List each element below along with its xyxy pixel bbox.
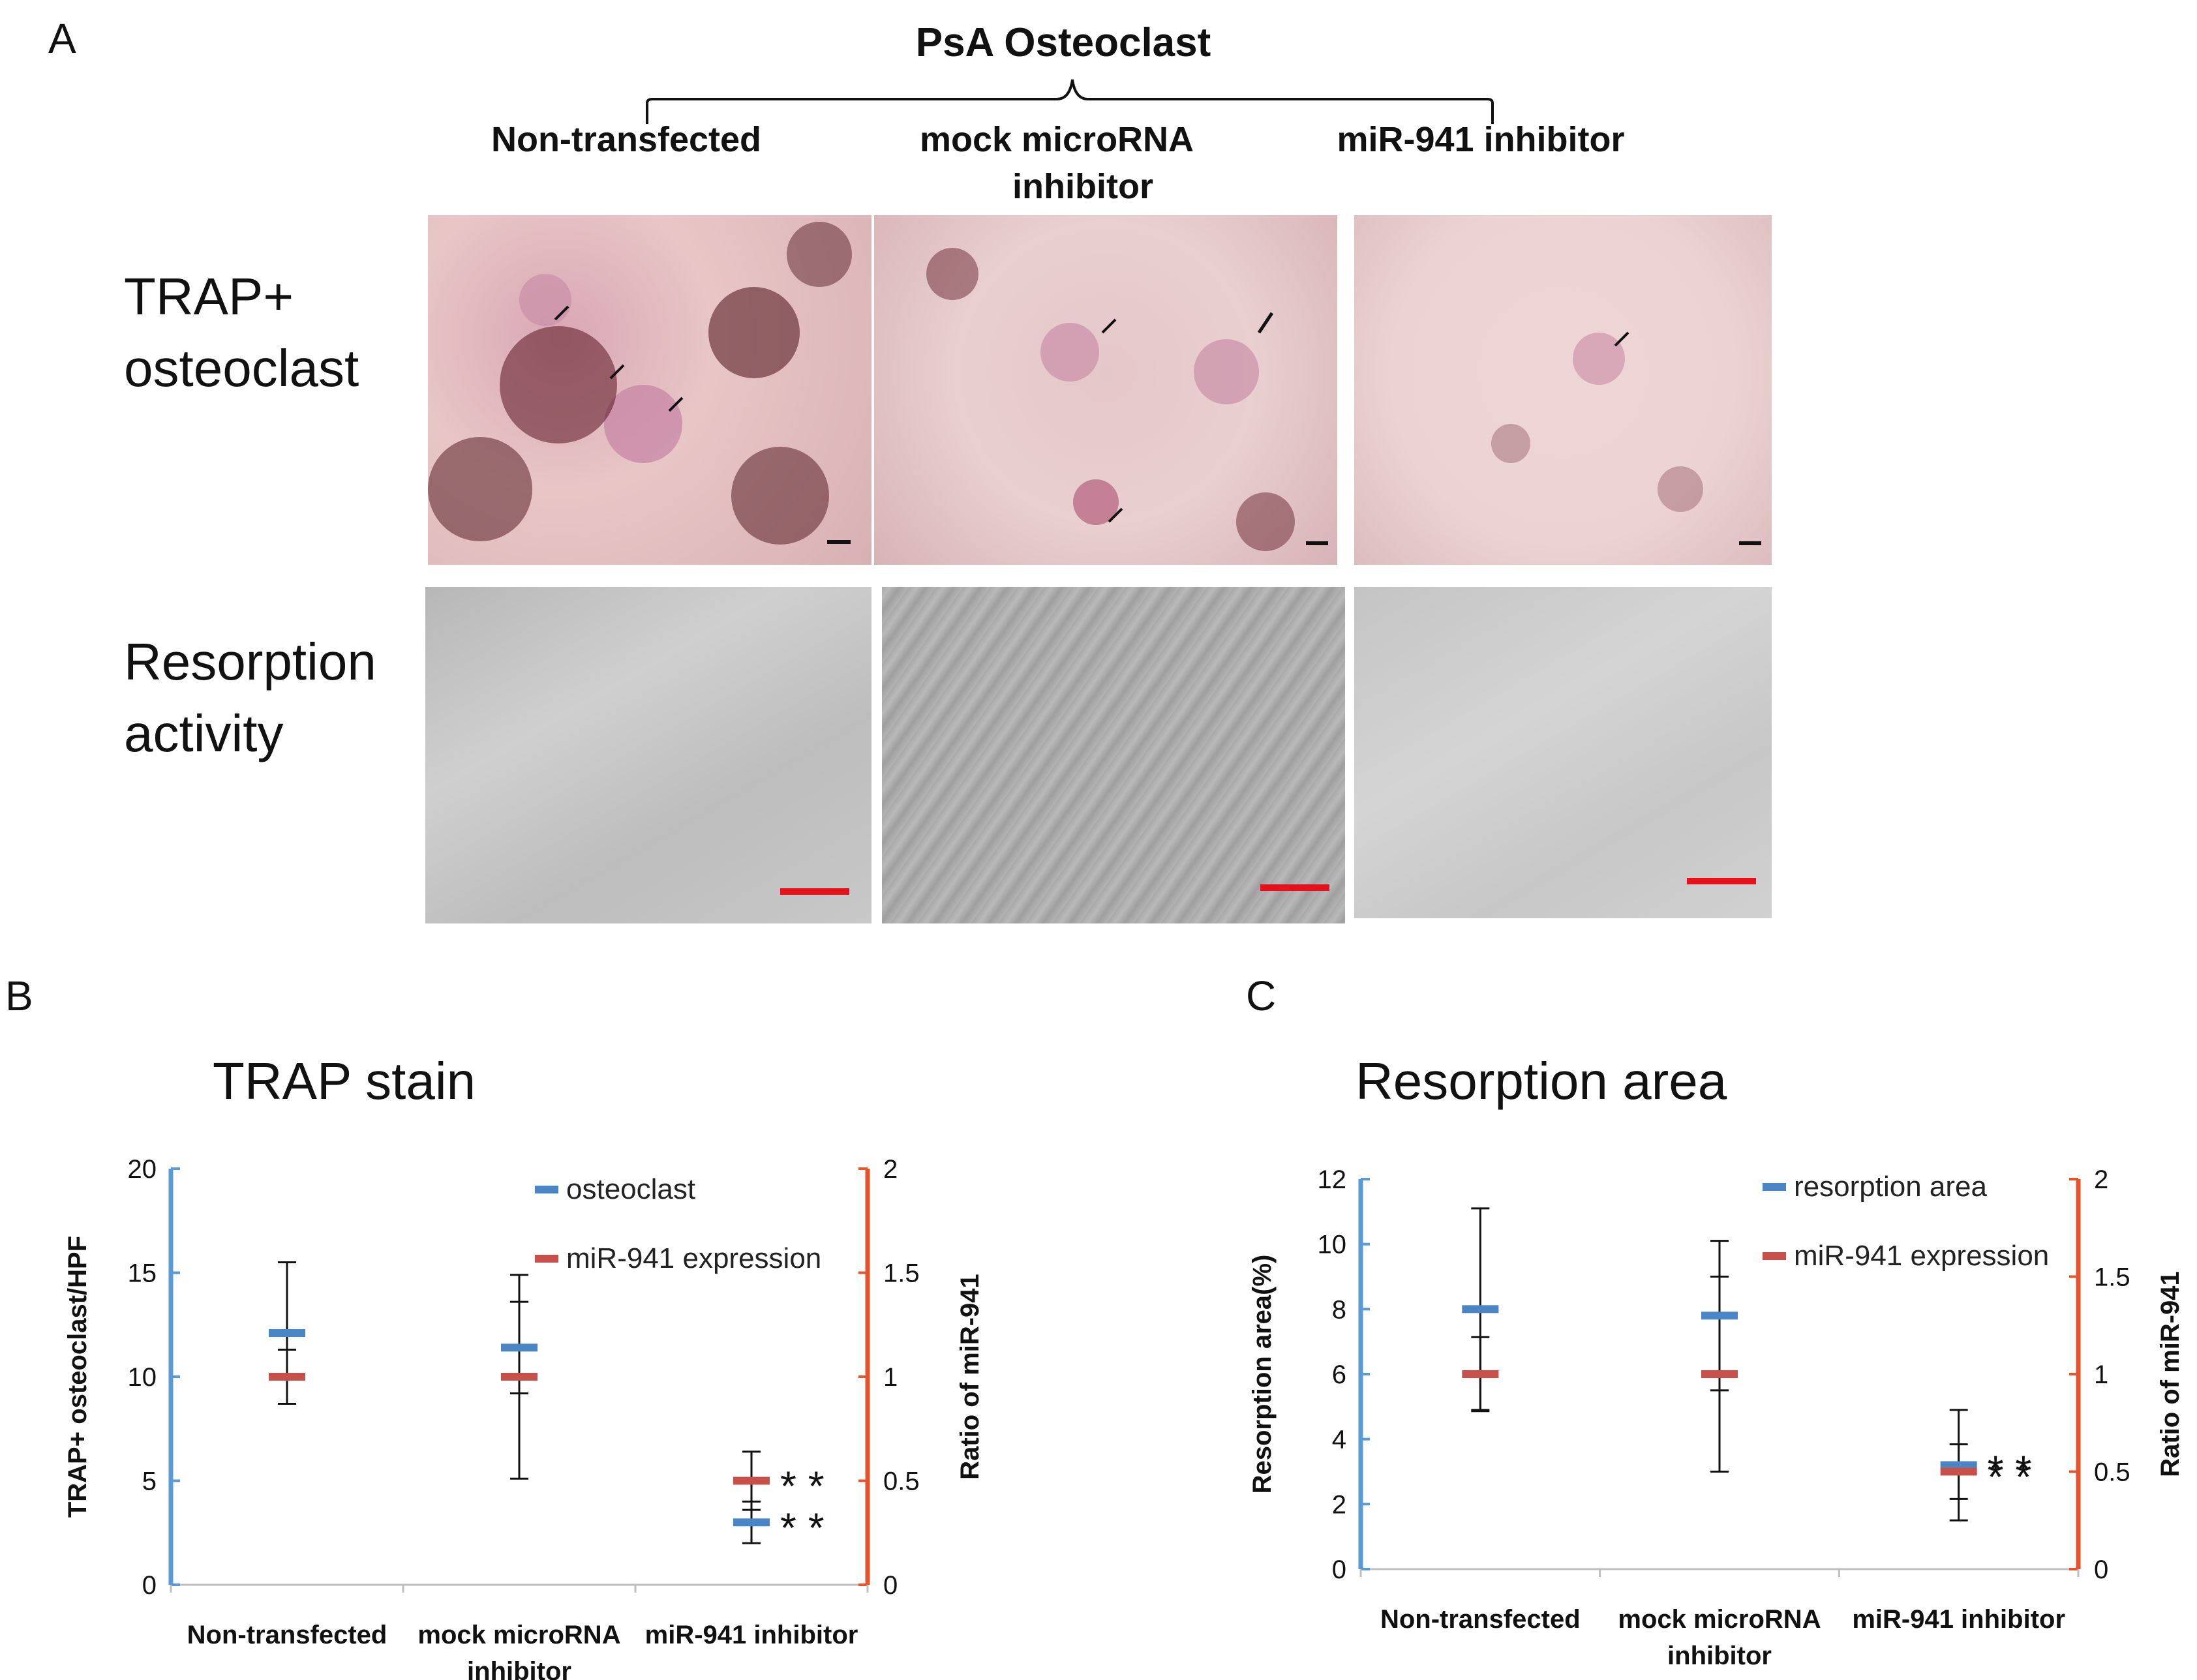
- row-label-resorption: Resorption activity: [124, 633, 376, 762]
- legend-label: resorption area: [1794, 1171, 1987, 1203]
- chart-b: 0 5 10 15 20 0 0.5 1 1.5 2 Non-transfected mock mic…: [63, 1155, 984, 1680]
- data-point-osteoclast: [733, 1518, 770, 1527]
- right-tick-label: 1: [883, 1363, 898, 1392]
- right-tick-label: 2: [2094, 1165, 2108, 1194]
- legend-label: miR-941 expression: [1794, 1240, 2049, 1272]
- left-tick-label: 2: [1332, 1490, 1346, 1519]
- resorption-image-non-transfected: [425, 587, 871, 923]
- x-category-label: miR-941 inhibitor: [1852, 1605, 2065, 1634]
- data-point-resorption-area: [1462, 1305, 1499, 1313]
- left-tick-label: 15: [128, 1259, 157, 1288]
- left-tick-label: 5: [142, 1467, 157, 1496]
- data-point-mir-941-expression: [1462, 1370, 1499, 1378]
- row-label-trap: TRAP+ osteoclast: [124, 267, 359, 397]
- legend-label: osteoclast: [566, 1173, 695, 1205]
- right-tick-label: 1: [2094, 1360, 2108, 1389]
- column-title-mock-inhibitor: mock microRNA inhibitor: [919, 120, 1194, 206]
- resorption-image-mir941-inhibitor: [1354, 587, 1772, 918]
- right-tick-label: 2: [883, 1155, 898, 1184]
- chart-c: 0 2 4 6 8 10 12 0 0.5 1 1.5 2 Non-transfected mock mi…: [1248, 1165, 2185, 1670]
- legend-swatch: [535, 1186, 558, 1193]
- data-point-resorption-area: [1701, 1312, 1738, 1320]
- y2-axis-label: Ratio of miR-941: [2156, 1271, 2185, 1477]
- panel-a-label: A: [48, 15, 76, 62]
- left-tick-label: 12: [1318, 1165, 1347, 1194]
- left-tick-label: 10: [128, 1363, 157, 1392]
- legend-label: miR-941 expression: [566, 1242, 821, 1274]
- data-point-mir-941-expression: [1940, 1467, 1977, 1476]
- panel-b-label: B: [5, 972, 33, 1019]
- resorption-image-mock-inhibitor: [882, 587, 1345, 923]
- chart-b-title: TRAP stain: [213, 1052, 476, 1110]
- right-tick-label: 1.5: [883, 1259, 920, 1288]
- significance-annotation: * *: [1988, 1447, 2032, 1494]
- right-tick-label: 0.5: [2094, 1458, 2130, 1487]
- left-tick-label: 8: [1332, 1295, 1346, 1324]
- right-tick-label: 0: [2094, 1555, 2108, 1584]
- y2-axis-label: Ratio of miR-941: [956, 1274, 984, 1480]
- trap-image-mock-inhibitor: [874, 215, 1337, 565]
- legend-swatch: [535, 1255, 558, 1263]
- right-tick-label: 0.5: [883, 1467, 920, 1496]
- data-point-osteoclast: [501, 1343, 538, 1352]
- right-tick-label: 0: [883, 1571, 898, 1600]
- chart-c-title: Resorption area: [1356, 1052, 1727, 1110]
- left-tick-label: 0: [1332, 1555, 1346, 1584]
- significance-annotation: * *: [1988, 1454, 2032, 1501]
- data-point-resorption-area: [1940, 1461, 1977, 1469]
- scale-bar: [1260, 884, 1329, 891]
- data-point-mir-941-expression: [733, 1477, 770, 1485]
- x-category-label: Non-transfected: [1380, 1605, 1581, 1634]
- significance-annotation: * *: [780, 1463, 825, 1510]
- left-tick-label: 4: [1332, 1426, 1346, 1454]
- left-tick-label: 20: [128, 1155, 157, 1184]
- data-point-mir-941-expression: [501, 1373, 538, 1381]
- trap-image-mir941-inhibitor: [1354, 215, 1772, 565]
- data-point-osteoclast: [269, 1329, 305, 1338]
- y-axis-label: Resorption area(%): [1248, 1255, 1277, 1494]
- x-category-label: Non-transfected: [187, 1621, 387, 1649]
- data-point-mir-941-expression: [1701, 1370, 1738, 1378]
- trap-image-non-transfected: [428, 215, 871, 565]
- data-point-mir-941-expression: [269, 1373, 305, 1381]
- column-title-mir941-inhibitor: miR-941 inhibitor: [1337, 120, 1625, 159]
- x-category-label: mock microRNA inhibitor: [1618, 1605, 1821, 1670]
- right-tick-label: 1.5: [2094, 1263, 2130, 1292]
- x-category-label: miR-941 inhibitor: [645, 1621, 858, 1649]
- legend-swatch: [1763, 1183, 1786, 1191]
- panel-c-label: C: [1246, 972, 1277, 1019]
- x-category-label: mock microRNA inhibitor: [417, 1621, 620, 1680]
- legend-swatch: [1763, 1252, 1786, 1260]
- significance-annotation: * *: [780, 1504, 825, 1551]
- left-tick-label: 6: [1332, 1360, 1346, 1389]
- left-tick-label: 10: [1318, 1231, 1347, 1259]
- left-tick-label: 0: [142, 1571, 157, 1600]
- scale-bar: [1687, 878, 1756, 884]
- scale-bar: [780, 888, 849, 895]
- column-title-non-transfected: Non-transfected: [491, 120, 762, 159]
- header-title: PsA Osteoclast: [915, 20, 1211, 65]
- y-axis-label: TRAP+ osteoclast/HPF: [63, 1236, 92, 1518]
- header-brace: [646, 79, 1494, 124]
